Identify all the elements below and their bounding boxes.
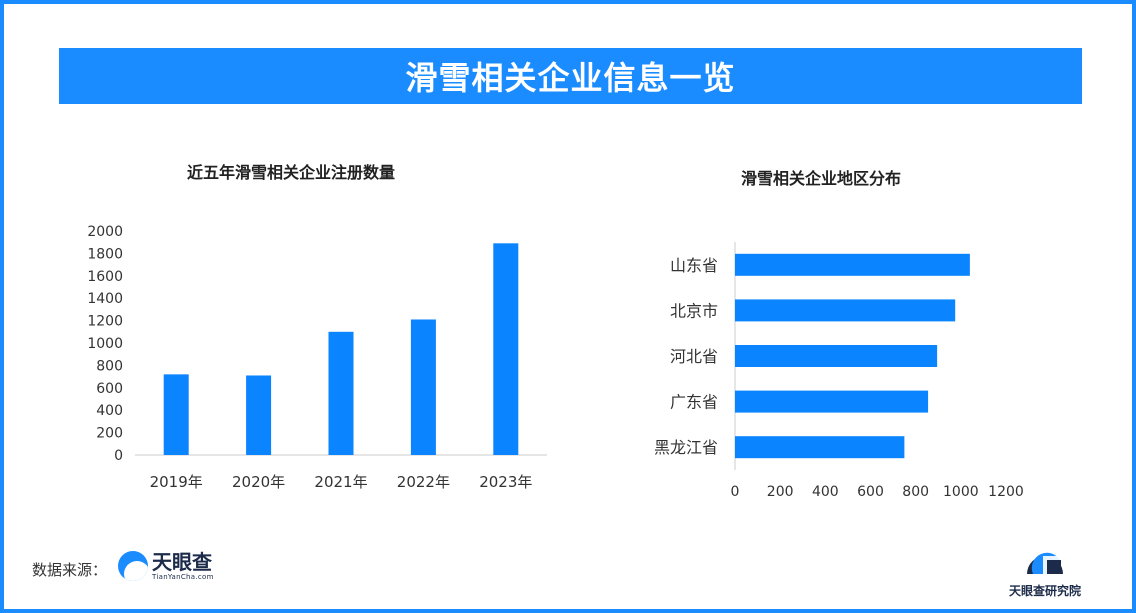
institute-logo-icon: [1027, 552, 1063, 574]
bar: [735, 253, 970, 276]
x-tick-label: 1000: [943, 484, 979, 500]
x-tick-label: 2022年: [397, 473, 450, 491]
x-tick-label: 2019年: [150, 473, 203, 491]
page-title: 滑雪相关企业信息一览: [59, 48, 1082, 104]
y-tick-label: 1400: [87, 291, 123, 307]
y-tick-label: 800: [96, 358, 123, 374]
institute-logo: 天眼查研究院: [1005, 540, 1085, 599]
source-label: 数据来源：: [32, 561, 108, 579]
x-tick-label: 800: [902, 484, 929, 500]
logo-sub: TianYanCha.com: [152, 572, 214, 581]
bar-chart-title: 近五年滑雪相关企业注册数量: [187, 163, 396, 182]
category-label: 北京市: [670, 301, 718, 320]
x-tick-label: 2023年: [479, 473, 532, 491]
institute-name: 天眼查研究院: [1008, 584, 1081, 598]
x-tick-label: 2021年: [314, 473, 367, 491]
x-tick-label: 200: [767, 484, 794, 500]
x-tick-label: 600: [857, 484, 884, 500]
category-label: 河北省: [670, 347, 718, 366]
bar: [328, 331, 354, 455]
logo-name: 天眼查: [152, 549, 212, 574]
bar: [410, 319, 436, 455]
y-tick-label: 1000: [87, 336, 123, 352]
y-tick-label: 2000: [87, 224, 123, 240]
category-label: 山东省: [670, 256, 718, 275]
x-tick-label: 2020年: [232, 473, 285, 491]
y-tick-label: 200: [96, 426, 123, 442]
y-tick-label: 1600: [87, 269, 123, 285]
tianyancha-logo-icon: [118, 551, 148, 581]
y-tick-label: 1800: [87, 246, 123, 262]
hbar-chart-title: 滑雪相关企业地区分布: [741, 169, 902, 188]
bar: [246, 375, 272, 455]
bar: [735, 390, 929, 413]
y-tick-label: 400: [96, 403, 123, 419]
category-label: 广东省: [670, 393, 718, 412]
bar: [163, 374, 189, 455]
category-label: 黑龙江省: [654, 438, 718, 457]
y-tick-label: 600: [96, 381, 123, 397]
y-tick-label: 0: [114, 448, 123, 464]
y-tick-label: 1200: [87, 314, 123, 330]
bar: [735, 299, 956, 322]
bar: [493, 243, 519, 455]
bar: [735, 345, 938, 367]
x-tick-label: 1200: [988, 484, 1024, 500]
bar: [735, 436, 905, 459]
x-tick-label: 0: [731, 484, 740, 500]
x-tick-label: 400: [812, 484, 839, 500]
tianyancha-logo: 天眼查 TianYanCha.com: [118, 551, 214, 581]
